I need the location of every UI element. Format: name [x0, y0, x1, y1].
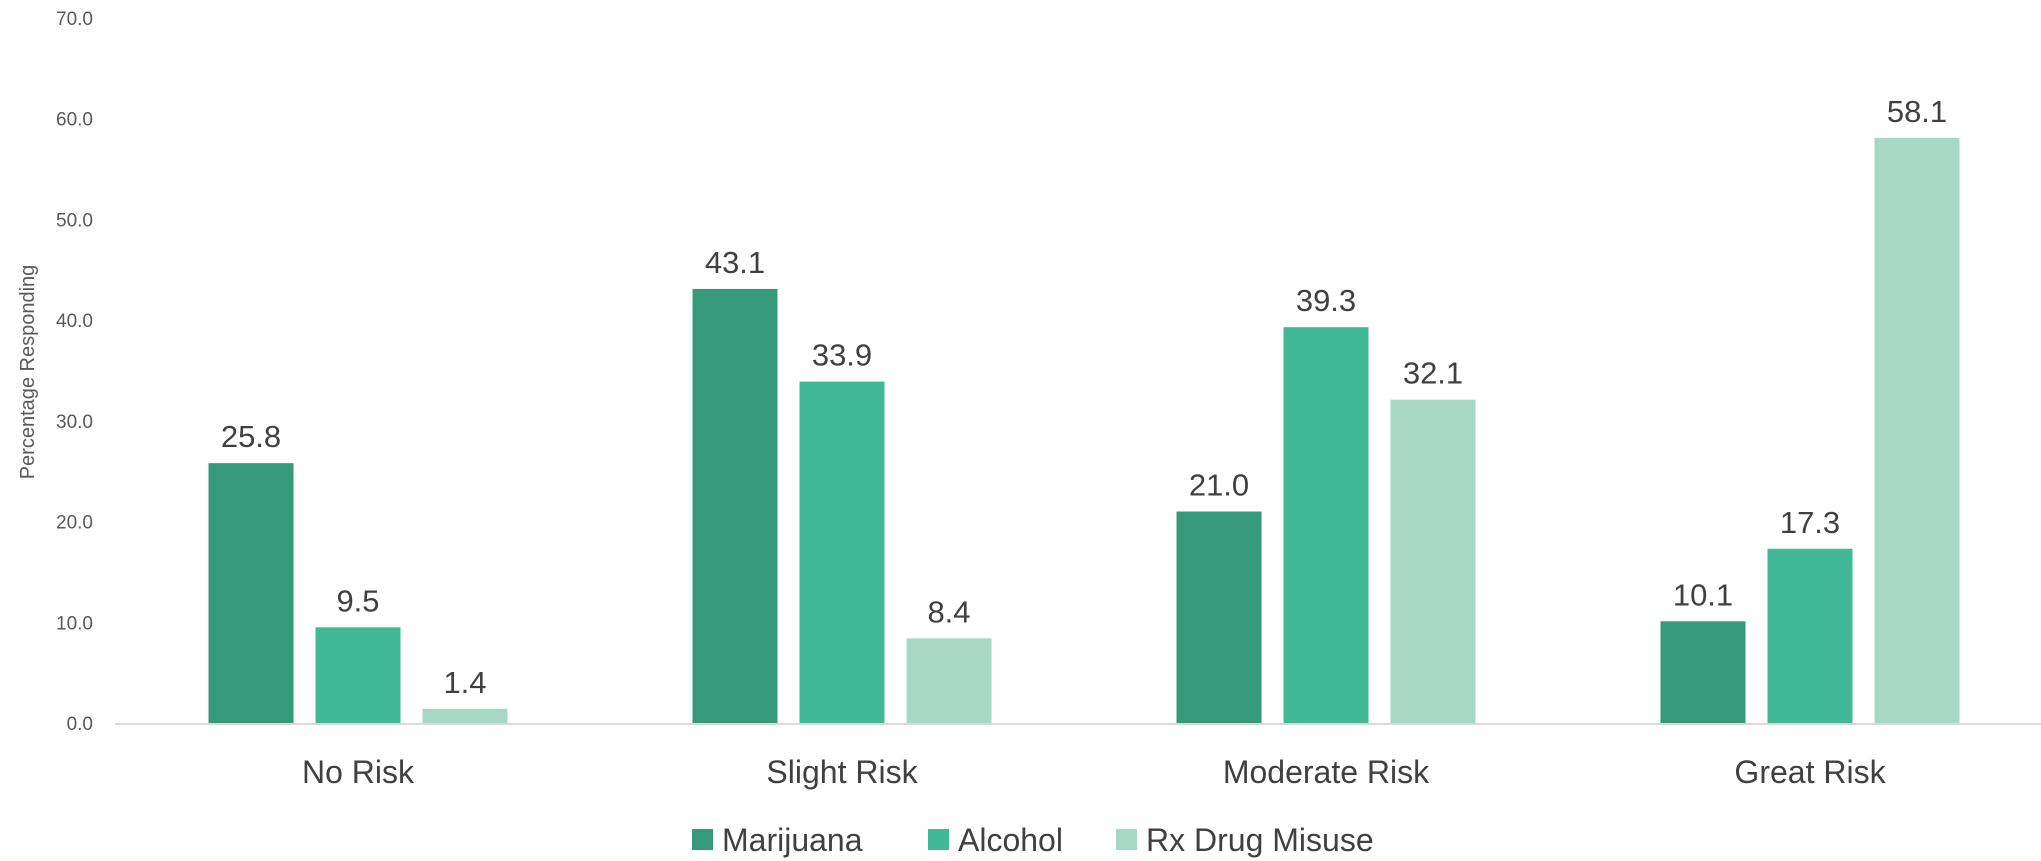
- category-label: Moderate Risk: [1223, 754, 1430, 790]
- data-label: 32.1: [1403, 356, 1463, 391]
- legend-label: Marijuana: [722, 822, 863, 858]
- legend-swatch: [692, 829, 713, 850]
- category-label: Great Risk: [1734, 754, 1886, 790]
- y-tick-label: 20.0: [56, 513, 93, 534]
- category-labels-group: No Risk Slight Risk Moderate Risk Great Ris…: [302, 754, 1887, 790]
- category-label: Slight Risk: [766, 754, 918, 790]
- bar-rx-drug-misuse-great-risk: [1874, 137, 1960, 724]
- bar-alcohol-slight-risk: [799, 381, 885, 723]
- y-tick-label: 10.0: [56, 613, 93, 634]
- bar-rx-drug-misuse-slight-risk: [906, 638, 992, 723]
- y-tick-label: 40.0: [56, 311, 93, 332]
- data-label: 25.8: [221, 419, 281, 454]
- data-label: 17.3: [1780, 505, 1840, 540]
- bar-alcohol-moderate-risk: [1283, 327, 1369, 723]
- data-label: 10.1: [1673, 577, 1733, 612]
- data-label: 33.9: [812, 338, 872, 373]
- category-label: No Risk: [302, 754, 415, 790]
- legend-swatch: [928, 829, 949, 850]
- y-tick-label: 50.0: [56, 210, 93, 231]
- data-labels-group: 25.8 9.5 1.4 43.1 33.9 8.4 21.0 39.3 32.1 10.1 17.…: [221, 94, 1947, 700]
- y-axis: 0.0 10.0 20.0 30.0 40.0 50.0 60.0 70.0: [56, 9, 93, 735]
- bar-marijuana-moderate-risk: [1176, 511, 1262, 723]
- bars-group: [208, 137, 1960, 724]
- y-tick-label: 0.0: [67, 714, 93, 735]
- data-label: 9.5: [336, 583, 379, 618]
- data-label: 58.1: [1887, 94, 1947, 129]
- y-axis-label: Percentage Responding: [17, 265, 39, 480]
- bar-rx-drug-misuse-moderate-risk: [1390, 399, 1476, 723]
- bar-rx-drug-misuse-no-risk: [422, 708, 508, 723]
- bar-marijuana-great-risk: [1660, 621, 1746, 723]
- bar-alcohol-great-risk: [1767, 548, 1853, 723]
- data-label: 39.3: [1296, 283, 1356, 318]
- legend-label: Alcohol: [958, 822, 1063, 858]
- legend-label: Rx Drug Misuse: [1146, 822, 1374, 858]
- y-tick-label: 60.0: [56, 110, 93, 131]
- y-tick-label: 30.0: [56, 412, 93, 433]
- data-label: 21.0: [1189, 468, 1249, 503]
- data-label: 43.1: [705, 245, 765, 280]
- legend-swatch: [1116, 829, 1137, 850]
- bar-marijuana-no-risk: [208, 463, 294, 723]
- data-label: 8.4: [927, 594, 970, 629]
- legend: Marijuana Alcohol Rx Drug Misuse: [692, 822, 1374, 858]
- bar-marijuana-slight-risk: [692, 288, 778, 723]
- data-label: 1.4: [443, 665, 486, 700]
- y-tick-label: 70.0: [56, 9, 93, 30]
- bar-alcohol-no-risk: [315, 627, 401, 723]
